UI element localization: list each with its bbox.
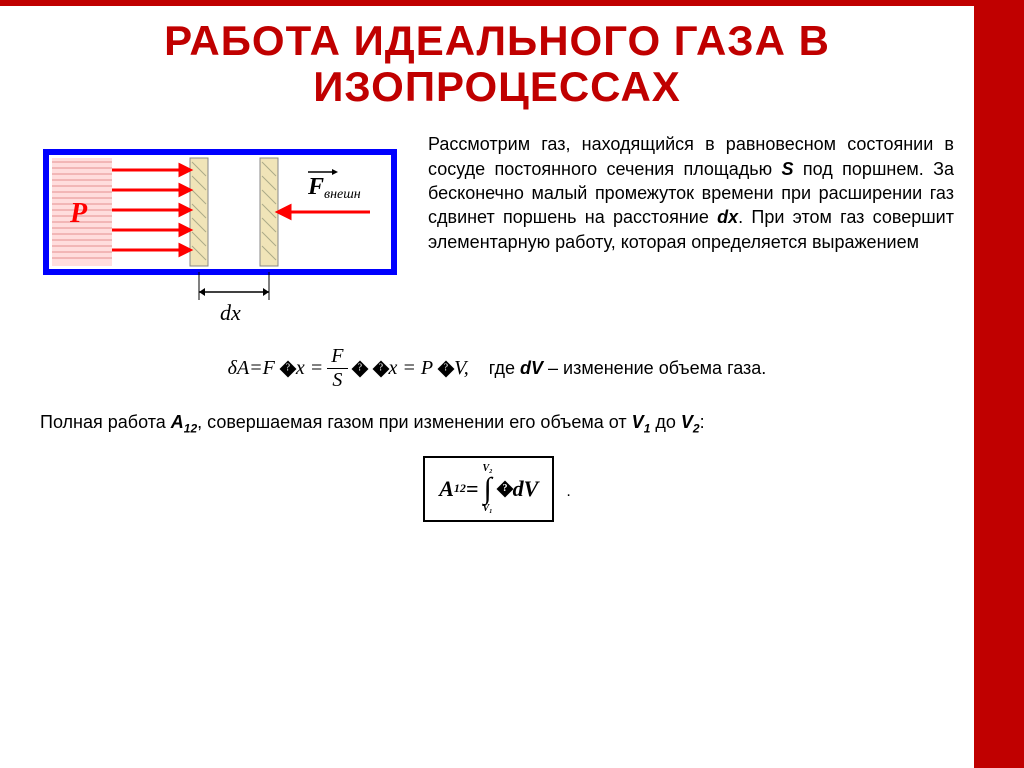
equation-integral: A12 = V₂ ∫ V₁ dV — [423, 456, 554, 522]
equation-delta-a: δA=F x = FS x = P V, — [228, 345, 469, 392]
period: . — [566, 483, 570, 500]
svg-text:P: P — [69, 198, 88, 229]
svg-text:внешн: внешн — [324, 187, 361, 202]
page-title: РАБОТА ИДЕАЛЬНОГО ГАЗА В ИЗОПРОЦЕССАХ — [40, 18, 954, 110]
piston-diagram: P F внешн dx — [40, 132, 400, 337]
svg-text:dx: dx — [220, 300, 241, 325]
equation-note: где dV – изменение объема газа. — [489, 358, 767, 379]
full-work-paragraph: Полная работа A12, совершаемая газом при… — [40, 410, 954, 437]
svg-text:F: F — [307, 174, 324, 200]
description-paragraph: Рассмотрим газ, находящийся в равновесно… — [428, 132, 954, 253]
